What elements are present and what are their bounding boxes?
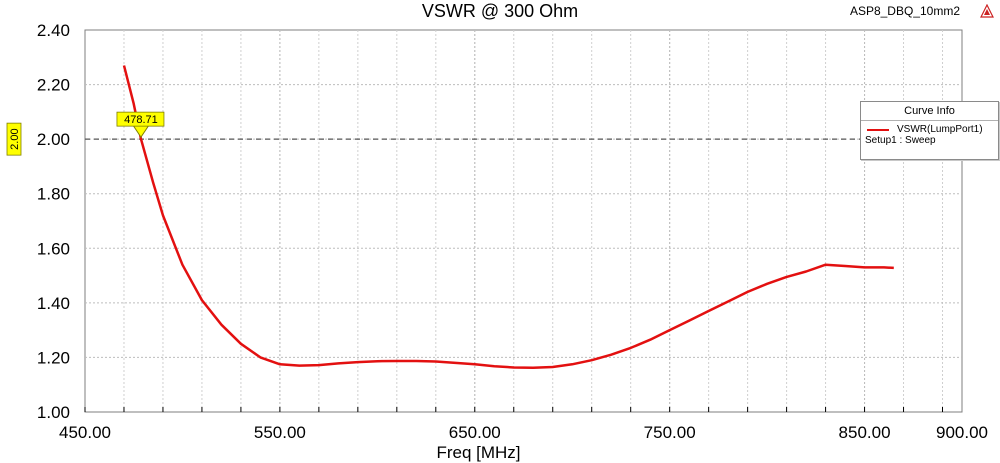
- y-tick-label: 1.00: [37, 403, 70, 422]
- y-tick-label: 2.00: [37, 130, 70, 149]
- legend-entry[interactable]: VSWR(LumpPort1): [861, 123, 998, 137]
- y-tick-label: 1.80: [37, 185, 70, 204]
- x-axis-label: Freq [MHz]: [436, 443, 520, 462]
- x-tick-label: 450.00: [59, 423, 111, 442]
- legend-header: Curve Info: [861, 102, 998, 121]
- legend-swatch: [867, 129, 889, 131]
- ansys-logo-icon: [980, 4, 994, 18]
- curve-info-legend[interactable]: Curve Info VSWR(LumpPort1) Setup1 : Swee…: [860, 101, 999, 160]
- reference-line-tag: [6, 122, 22, 156]
- y-tick-label: 2.40: [37, 21, 70, 40]
- series-line-vswr: [122, 65, 894, 370]
- marker-tag: [116, 111, 165, 127]
- y-tick-label: 2.20: [37, 76, 70, 95]
- y-tick-label: 1.60: [37, 239, 70, 258]
- x-tick-label: 650.00: [449, 423, 501, 442]
- x-tick-label: 550.00: [254, 423, 306, 442]
- x-tick-label: 750.00: [644, 423, 696, 442]
- y-tick-label: 1.20: [37, 348, 70, 367]
- reference-line-label: 2.00: [9, 128, 21, 149]
- legend-series-label: VSWR(LumpPort1): [897, 124, 983, 135]
- x-tick-label: 850.00: [839, 423, 891, 442]
- x-tick-label: 900.00: [936, 423, 988, 442]
- marker-label: 478.71: [124, 114, 158, 126]
- project-name: ASP8_DBQ_10mm2: [849, 4, 960, 18]
- chart-title: VSWR @ 300 Ohm: [421, 1, 579, 21]
- plot-area: [84, 29, 963, 413]
- y-tick-label: 1.40: [37, 294, 70, 313]
- legend-setup-label: Setup1 : Sweep: [865, 135, 936, 146]
